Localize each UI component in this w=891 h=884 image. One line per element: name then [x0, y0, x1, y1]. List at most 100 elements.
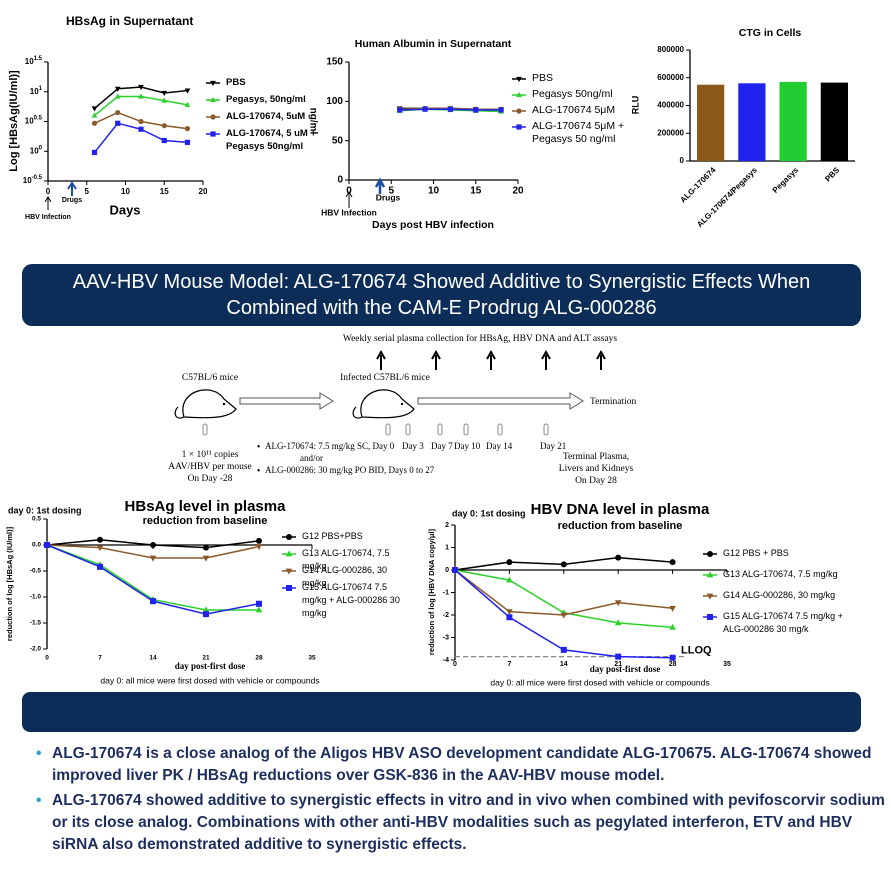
- y-tick-label: 1: [445, 544, 449, 551]
- x-tick-label: 5: [85, 187, 90, 196]
- x-tick-label: 14: [149, 655, 157, 662]
- y-tick-label: 100.5: [25, 115, 43, 126]
- x-tick-label: 10: [428, 186, 440, 197]
- marker: [516, 124, 522, 130]
- marker: [506, 614, 513, 621]
- y-tick-label: -4: [443, 657, 449, 664]
- marker: [150, 542, 156, 548]
- marker: [669, 605, 676, 612]
- chart-title: HBV DNA level in plasma: [531, 501, 710, 518]
- marker: [138, 93, 144, 99]
- x-tick-label: 10: [121, 187, 130, 196]
- x-tick-label: 35: [308, 655, 316, 662]
- vial-icon: [385, 423, 391, 436]
- marker: [422, 106, 428, 112]
- reference-label: LLOQ: [681, 645, 712, 657]
- x-tick-label: 0: [453, 661, 457, 668]
- x-tick-label: 7: [507, 661, 511, 668]
- bar: [779, 81, 807, 161]
- y-tick-label: -1.0: [30, 594, 42, 601]
- series-line: [94, 95, 188, 117]
- marker: [161, 90, 168, 97]
- block-arrow: [417, 392, 584, 410]
- annotation: HBV Infection: [321, 207, 377, 217]
- marker: [614, 619, 622, 626]
- note: day 0: all mice were first dosed with ve…: [100, 675, 319, 685]
- vial-icon: [543, 423, 549, 436]
- chart-title: CTG in Cells: [739, 27, 802, 39]
- marker: [138, 118, 144, 125]
- marker: [210, 131, 216, 137]
- diagram-text: Livers and Kidneys: [559, 464, 634, 474]
- y-tick-label: 100: [30, 145, 43, 156]
- y-tick-label: 101.5: [25, 56, 43, 67]
- marker: [560, 612, 568, 619]
- x-axis-label: Days: [109, 202, 140, 217]
- x-tick-label: 28: [255, 655, 263, 662]
- marker: [707, 551, 713, 557]
- chart-subtitle: reduction from baseline: [558, 520, 683, 532]
- vial-icon: [497, 423, 503, 436]
- marker: [161, 123, 167, 129]
- y-tick-label: -0.5: [30, 568, 42, 575]
- y-tick-label: 200000: [657, 128, 684, 137]
- bullet-dot: •: [257, 465, 260, 475]
- diagram-text: On Day -28: [188, 474, 233, 484]
- marker: [473, 107, 479, 113]
- legend-label: G12 PBS + PBS: [723, 548, 789, 558]
- y-tick-label: -1: [443, 589, 449, 596]
- footer-bar: [22, 692, 861, 732]
- annotation: day 0: 1st dosing: [8, 505, 82, 515]
- legend-label: G14 ALG-000286, 30 mg/kg: [302, 565, 388, 588]
- y-tick-label: 0.0: [32, 542, 41, 549]
- annotation: Drugs: [376, 192, 401, 202]
- mouse-eye: [222, 402, 226, 406]
- diagram-text: Day 7: [431, 441, 453, 451]
- marker: [516, 91, 522, 98]
- annotation: Drugs: [62, 197, 82, 204]
- marker: [210, 114, 216, 120]
- marker: [615, 653, 622, 660]
- marker: [669, 654, 676, 661]
- annotation-arrow: [374, 177, 386, 194]
- x-tick-label: ALG-170674: [678, 165, 717, 204]
- diagram-text: Weekly serial plasma collection for HBsA…: [343, 333, 618, 344]
- marker: [203, 611, 209, 618]
- mouse-icon: [352, 389, 415, 419]
- marker: [614, 600, 622, 607]
- marker: [286, 585, 292, 591]
- marker: [256, 600, 262, 607]
- marker: [285, 568, 293, 575]
- y-axis-label: Log [HBsAg(IU/ml)]: [8, 70, 20, 172]
- diagram-text: On Day 28: [575, 476, 617, 486]
- marker: [91, 106, 98, 112]
- diagram-text: Termination: [590, 397, 637, 407]
- marker: [256, 537, 262, 544]
- up-arrow: [376, 349, 386, 370]
- marker: [114, 93, 121, 99]
- legend-label: ALG-170674, 5uM: [226, 111, 306, 122]
- y-tick-label: 101: [30, 85, 43, 96]
- vial-icon: [463, 423, 469, 436]
- y-tick-label: -1.5: [30, 620, 42, 627]
- up-arrow: [431, 349, 441, 370]
- marker: [44, 542, 50, 548]
- marker: [706, 593, 714, 600]
- x-tick-label: PBS: [823, 165, 841, 183]
- marker: [615, 554, 622, 561]
- marker: [184, 139, 191, 145]
- bullet-list: ALG-170674 is a close analog of the Alig…: [30, 743, 891, 859]
- x-tick-label: 35: [723, 661, 731, 668]
- diagram-text: Terminal Plasma,: [563, 452, 629, 462]
- marker: [669, 623, 676, 630]
- legend-label: G12 PBS+PBS: [302, 531, 363, 541]
- y-tick-label: 2: [445, 522, 449, 529]
- marker: [560, 561, 567, 568]
- bar: [820, 82, 848, 161]
- marker: [96, 545, 104, 552]
- x-axis-label: day post-first dose: [590, 664, 661, 674]
- diagram-text: and/or: [300, 453, 323, 463]
- y-tick-label: 400000: [657, 101, 684, 110]
- y-tick-label: 100: [326, 96, 343, 107]
